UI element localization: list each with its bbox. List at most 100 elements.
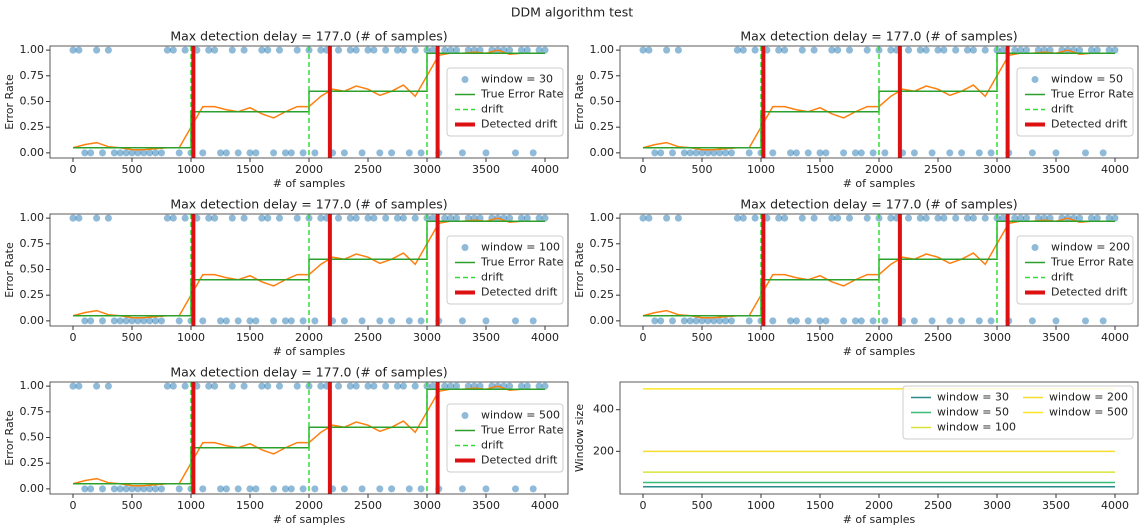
scatter-point — [946, 317, 954, 325]
subplot-title: Max detection delay = 177.0 (# of sample… — [740, 29, 1017, 44]
scatter-point — [281, 149, 289, 157]
scatter-point — [916, 214, 924, 222]
scatter-point — [840, 149, 848, 157]
scatter-point — [376, 485, 384, 493]
x-axis-label: # of samples — [843, 177, 916, 190]
scatter-point — [529, 149, 537, 157]
axes-frame — [619, 45, 1139, 159]
x-tick-label: 2000 — [865, 331, 893, 344]
scatter-point — [299, 149, 307, 157]
scatter-point — [175, 149, 183, 157]
scatter-point — [769, 149, 777, 157]
scatter-point — [264, 214, 272, 222]
scatter-point — [352, 46, 360, 54]
plot-area — [69, 214, 549, 326]
y-axis-label: Error Rate — [573, 74, 586, 130]
scatter-point — [110, 485, 118, 493]
scatter-point — [169, 214, 177, 222]
x-tick-label: 0 — [70, 331, 77, 344]
scatter-point — [87, 149, 95, 157]
scatter-point — [851, 149, 859, 157]
x-tick-label: 1500 — [806, 331, 834, 344]
legend-box — [446, 235, 564, 305]
scatter-point — [946, 149, 954, 157]
scatter-point — [657, 317, 665, 325]
scatter-point — [704, 149, 712, 157]
scatter-point — [940, 214, 948, 222]
x-tick-label: 4000 — [531, 499, 559, 512]
axes-frame — [49, 213, 569, 327]
scatter-point — [69, 46, 77, 54]
scatter-point — [511, 149, 519, 157]
scatter-point — [869, 149, 877, 157]
y-tick-label: 0.50 — [20, 262, 45, 275]
legend-label: window = 30 — [937, 391, 1009, 404]
y-tick-label: 1.00 — [590, 43, 615, 56]
y-tick-label: 0.50 — [20, 430, 45, 443]
scatter-point — [810, 214, 818, 222]
scatter-point — [482, 149, 490, 157]
scatter-point — [810, 46, 818, 54]
x-tick-label: 0 — [640, 331, 647, 344]
scatter-point — [299, 485, 307, 493]
scatter-point — [93, 382, 101, 390]
subplot-title: Max detection delay = 177.0 (# of sample… — [740, 197, 1017, 212]
scatter-point — [264, 382, 272, 390]
scatter-point — [645, 214, 653, 222]
scatter-point — [281, 485, 289, 493]
y-axis-label: Error Rate — [3, 74, 16, 130]
subplot: Max detection delay = 177.0 (# of sample… — [3, 29, 569, 190]
scatter-point — [1011, 214, 1019, 222]
scatter-point — [146, 149, 154, 157]
scatter-point — [399, 46, 407, 54]
scatter-point — [1017, 214, 1025, 222]
legend-label: drift — [481, 103, 504, 116]
scatter-point — [293, 382, 301, 390]
scatter-point — [211, 46, 219, 54]
scatter-point — [1111, 46, 1119, 54]
x-tick-label: 2500 — [354, 331, 382, 344]
scatter-point — [981, 46, 989, 54]
scatter-point — [393, 46, 401, 54]
line — [643, 220, 1115, 317]
x-tick-label: 2500 — [924, 499, 952, 512]
scatter-point — [393, 382, 401, 390]
scatter-point — [358, 485, 366, 493]
scatter-point — [240, 214, 248, 222]
scatter-point — [916, 46, 924, 54]
scatter-point — [822, 317, 830, 325]
scatter-point — [523, 46, 531, 54]
scatter-point — [1076, 214, 1084, 222]
scatter-point — [1099, 149, 1107, 157]
scatter-point — [163, 46, 171, 54]
scatter-point — [299, 317, 307, 325]
scatter-point — [698, 149, 706, 157]
scatter-point — [846, 46, 854, 54]
scatter-point — [163, 382, 171, 390]
scatter-point — [393, 214, 401, 222]
scatter-point — [140, 485, 148, 493]
subplot: Max detection delay = 177.0 (# of sample… — [573, 197, 1139, 358]
scatter-point — [769, 317, 777, 325]
scatter-point — [922, 46, 930, 54]
scatter-point — [122, 317, 130, 325]
y-tick-label: 0.50 — [590, 262, 615, 275]
scatter-point — [205, 382, 213, 390]
y-tick-label: 200 — [593, 444, 614, 457]
scatter-point — [334, 214, 342, 222]
scatter-point — [1022, 214, 1030, 222]
legend-label: drift — [1051, 103, 1074, 116]
scatter-point — [1087, 46, 1095, 54]
y-tick-label: 0.50 — [590, 94, 615, 107]
scatter-point — [429, 46, 437, 54]
scatter-point — [745, 317, 753, 325]
y-axis-label: Error Rate — [3, 410, 16, 466]
scatter-point — [952, 46, 960, 54]
y-tick-label: 0.00 — [20, 482, 45, 495]
y-tick-label: 0.00 — [20, 146, 45, 159]
x-tick-label: 1000 — [747, 499, 775, 512]
scatter-point — [222, 149, 230, 157]
x-tick-label: 0 — [70, 499, 77, 512]
scatter-point — [152, 485, 160, 493]
legend-box — [1016, 235, 1134, 305]
